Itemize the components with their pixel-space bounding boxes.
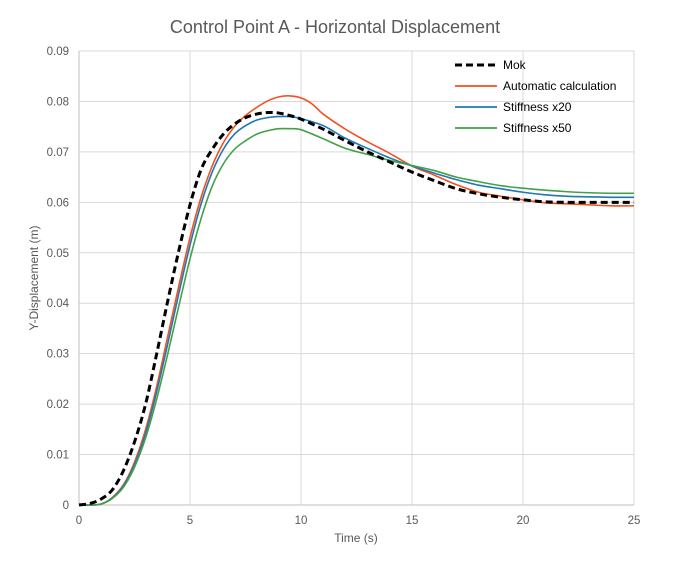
x-tick-label: 15 (406, 515, 419, 527)
legend-label: Stiffness x20 (503, 100, 572, 114)
legend-label: Mok (503, 58, 527, 72)
legend-label: Automatic calculation (503, 79, 616, 93)
y-axis-title: Y-Displacement (m) (27, 226, 41, 331)
y-tick-label: 0.02 (47, 399, 69, 411)
series-line-automatic-calculation (78, 95, 635, 506)
y-tick-label: 0.07 (47, 147, 69, 159)
x-tick-label: 0 (76, 515, 82, 527)
x-tick-label: 25 (628, 515, 641, 527)
series-line-mok (78, 110, 634, 507)
y-tick-label: 0.03 (47, 349, 69, 361)
chart-title: Control Point A - Horizontal Displacemen… (170, 17, 500, 37)
legend-label: Stiffness x50 (503, 121, 572, 135)
series-line-stiffness-x20 (78, 115, 635, 506)
y-tick-label: 0 (63, 500, 69, 512)
series-lines (78, 95, 635, 507)
y-tick-label: 0.04 (47, 298, 70, 310)
y-tick-label: 0.01 (47, 450, 69, 462)
y-tick-label: 0.08 (47, 96, 69, 108)
y-tick-label: 0.09 (47, 46, 69, 58)
x-tick-label: 20 (517, 515, 530, 527)
x-tick-label: 10 (295, 515, 308, 527)
x-tick-label: 5 (187, 515, 193, 527)
y-tick-label: 0.05 (47, 248, 69, 260)
y-tick-label: 0.06 (47, 197, 69, 209)
legend: Mok Automatic calculation Stiffness x20 Sti… (455, 58, 616, 135)
series-line-stiffness-x50 (78, 127, 635, 506)
gridlines (79, 50, 635, 505)
x-axis-title: Time (s) (334, 531, 378, 545)
tick-labels: 0 0.01 0.02 0.03 0.04 0.05 0.06 0.07 0.08 0.09 0 5 1… (47, 46, 641, 527)
axes (78, 51, 634, 506)
